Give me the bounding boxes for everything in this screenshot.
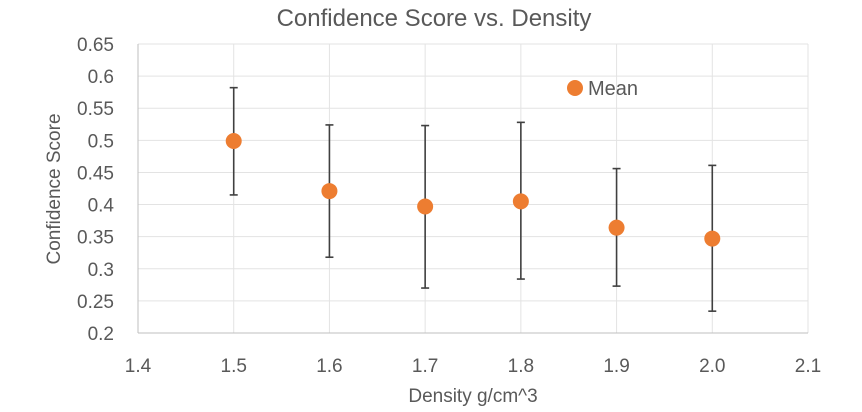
data-point [417, 198, 434, 215]
y-tick-label: 0.4 [88, 196, 115, 217]
x-tick-label: 1.9 [603, 356, 629, 377]
y-tick-label: 0.6 [88, 67, 114, 88]
x-tick-label: 2.1 [795, 356, 821, 377]
y-tick-label: 0.55 [77, 99, 114, 120]
chart-title: Confidence Score vs. Density [277, 5, 592, 32]
legend: Mean [567, 78, 638, 100]
y-tick-label: 0.25 [77, 292, 114, 313]
data-point [704, 230, 721, 247]
x-tick-label: 1.8 [508, 356, 534, 377]
legend-label: Mean [588, 78, 638, 100]
y-tick-label: 0.45 [77, 163, 114, 184]
y-tick-label: 0.5 [88, 131, 114, 152]
legend-marker [567, 80, 583, 96]
y-tick-label: 0.3 [88, 260, 114, 281]
x-tick-label: 1.7 [412, 356, 438, 377]
y-tick-labels: 0.2 0.25 0.3 0.35 0.4 0.45 0.5 0.55 0.6 0.65 [77, 35, 114, 345]
y-axis-label: Confidence Score [44, 113, 65, 264]
x-tick-labels: 1.4 1.5 1.6 1.7 1.8 1.9 2.0 2.1 [125, 356, 821, 377]
data-points [225, 132, 721, 247]
x-tick-label: 1.4 [125, 356, 152, 377]
y-tick-label: 0.65 [77, 35, 114, 56]
x-tick-label: 2.0 [699, 356, 725, 377]
y-tick-label: 0.35 [77, 228, 114, 249]
x-tick-label: 1.6 [316, 356, 342, 377]
x-axis-label: Density g/cm^3 [408, 386, 537, 407]
data-point [225, 132, 242, 149]
data-point [512, 193, 529, 210]
data-point [321, 183, 338, 200]
grid [138, 43, 809, 333]
axes [137, 44, 808, 334]
data-point [608, 219, 625, 236]
x-tick-label: 1.5 [221, 356, 247, 377]
error-bars [229, 86, 717, 312]
y-tick-label: 0.2 [88, 324, 114, 345]
